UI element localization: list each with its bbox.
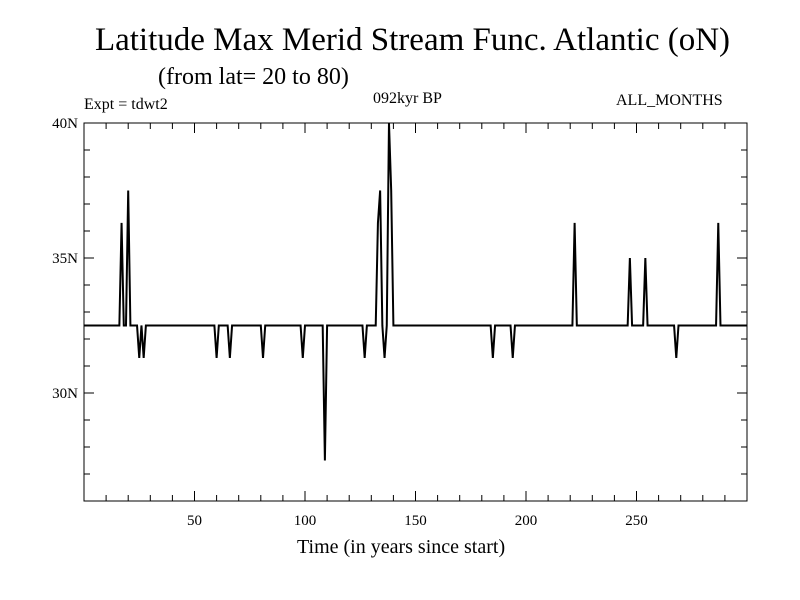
x-tick-label: 150 (404, 513, 427, 529)
x-tick-label: 200 (515, 513, 538, 529)
series-line (84, 122, 747, 461)
period-label: 092kyr BP (373, 90, 442, 107)
x-axis-label: Time (in years since start) (297, 536, 506, 558)
axis-tick-labels: 50 100 150 200 250 30N 35N 40N (52, 116, 648, 529)
x-tick-label: 50 (187, 513, 202, 529)
experiment-label: Expt = tdwt2 (84, 96, 168, 113)
y-tick-label: 35N (52, 251, 78, 267)
y-tick-label: 40N (52, 116, 78, 132)
chart-subtitle: (from lat= 20 to 80) (158, 64, 349, 90)
axis-ticks (84, 122, 747, 502)
y-tick-label: 30N (52, 386, 78, 402)
chart-title: Latitude Max Merid Stream Func. Atlantic… (94, 22, 731, 58)
x-tick-label: 250 (625, 513, 648, 529)
x-tick-label: 100 (294, 513, 317, 529)
months-label: ALL_MONTHS (616, 92, 723, 109)
